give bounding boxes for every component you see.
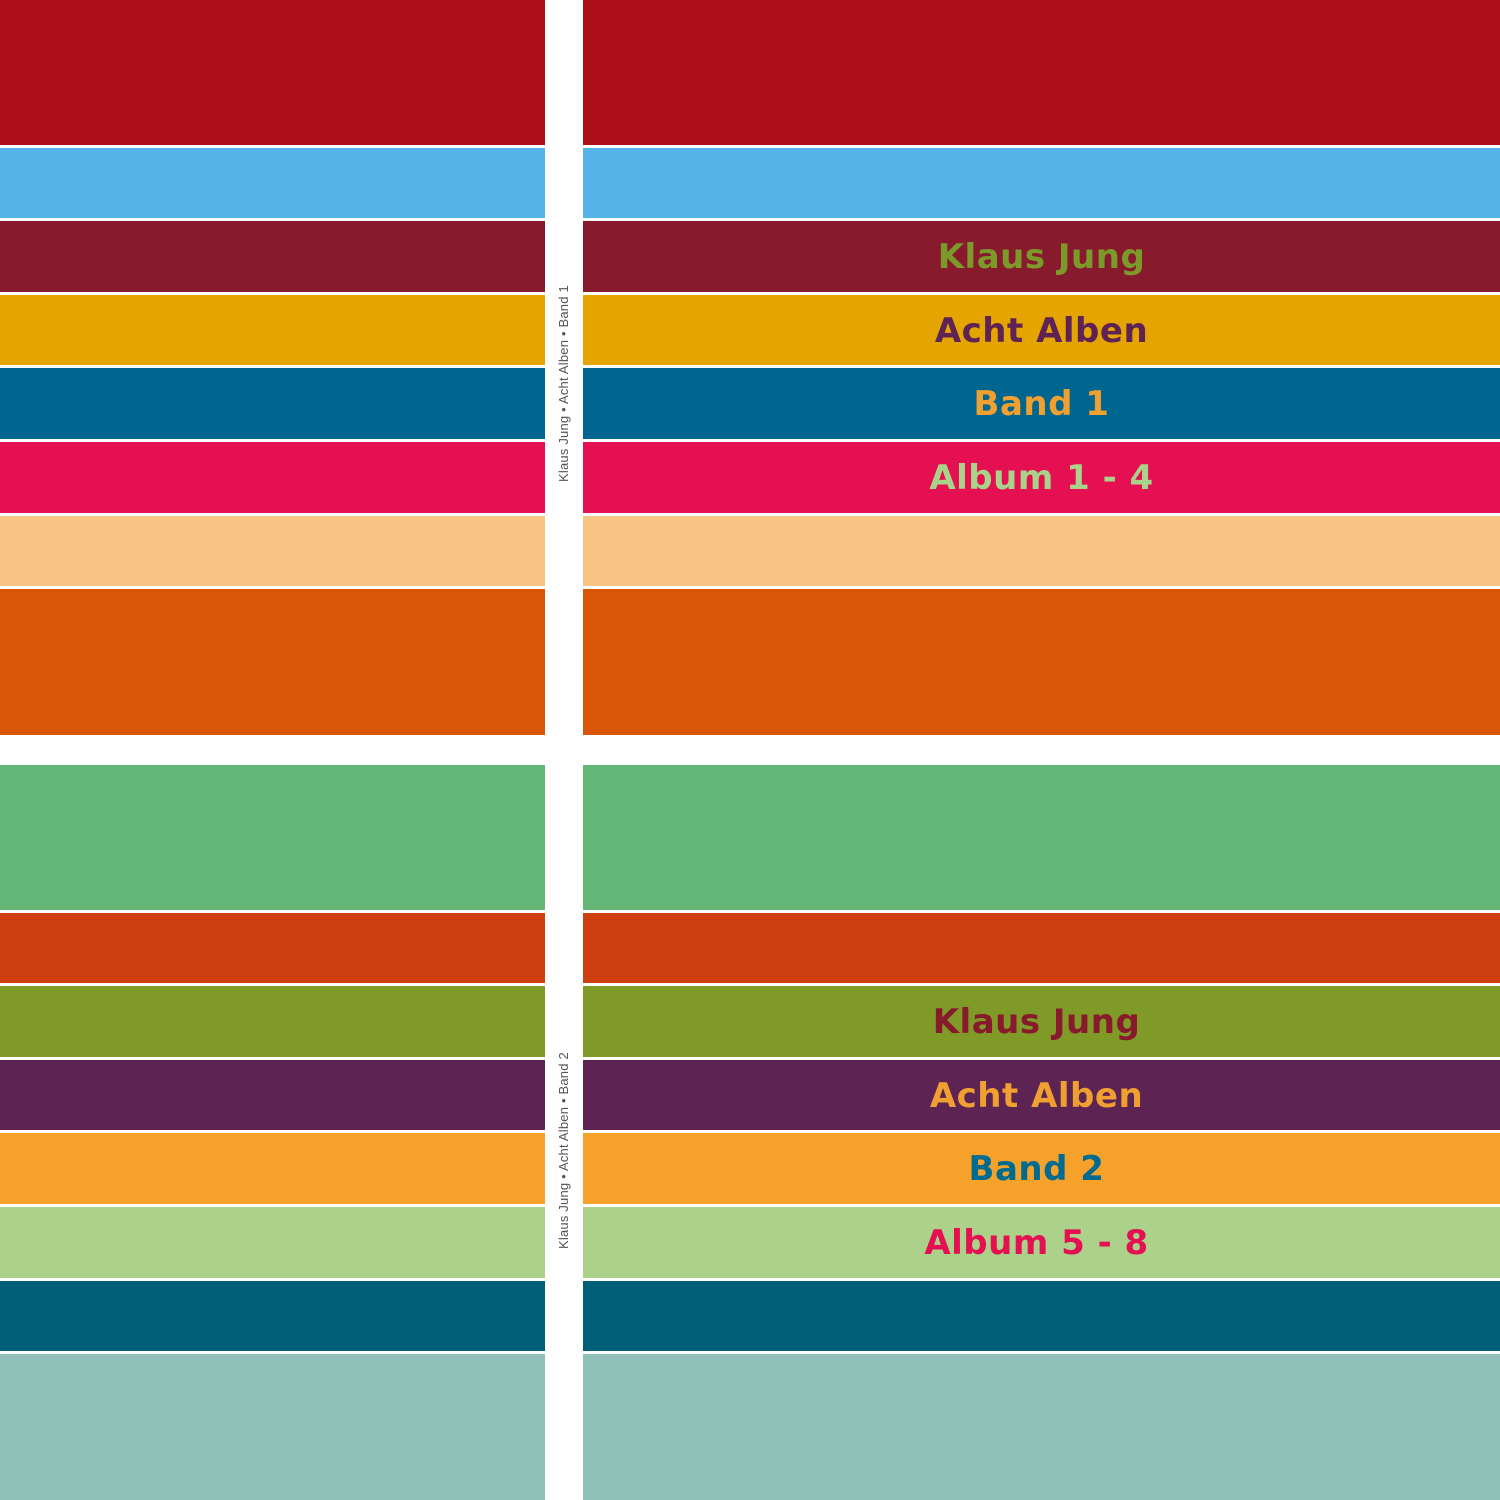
color-stripe xyxy=(0,913,1500,983)
color-stripe xyxy=(0,1207,1500,1278)
color-stripe xyxy=(0,1133,1500,1204)
color-stripe xyxy=(0,0,1500,145)
spine-text: Klaus Jung • Acht Alben • Band 1 xyxy=(556,285,571,482)
color-stripe xyxy=(0,295,1500,365)
album-cover-band-2: Klaus Jung • Acht Alben • Band 2 Klaus J… xyxy=(0,765,1500,1500)
title-volume: Band 1 xyxy=(973,384,1110,424)
title-albums: Album 5 - 8 xyxy=(924,1223,1149,1263)
color-stripe xyxy=(0,1060,1500,1130)
color-stripe xyxy=(0,442,1500,513)
color-stripe xyxy=(0,148,1500,218)
spine: Klaus Jung • Acht Alben • Band 2 xyxy=(545,765,583,1500)
title-series: Acht Alben xyxy=(934,311,1149,351)
spine-text: Klaus Jung • Acht Alben • Band 2 xyxy=(556,1052,571,1249)
color-stripe xyxy=(0,1354,1500,1500)
color-stripe xyxy=(0,986,1500,1057)
title-volume: Band 2 xyxy=(968,1149,1105,1189)
color-stripe xyxy=(0,1281,1500,1351)
spine: Klaus Jung • Acht Alben • Band 1 xyxy=(545,0,583,735)
color-stripe xyxy=(0,589,1500,735)
title-author: Klaus Jung xyxy=(937,237,1146,277)
color-stripe xyxy=(0,368,1500,439)
album-cover-band-1: Klaus Jung • Acht Alben • Band 1 Klaus J… xyxy=(0,0,1500,735)
title-series: Acht Alben xyxy=(929,1076,1144,1116)
color-stripe xyxy=(0,516,1500,586)
color-stripe xyxy=(0,765,1500,910)
title-albums: Album 1 - 4 xyxy=(929,458,1154,498)
color-stripe xyxy=(0,221,1500,292)
title-author: Klaus Jung xyxy=(932,1002,1141,1042)
